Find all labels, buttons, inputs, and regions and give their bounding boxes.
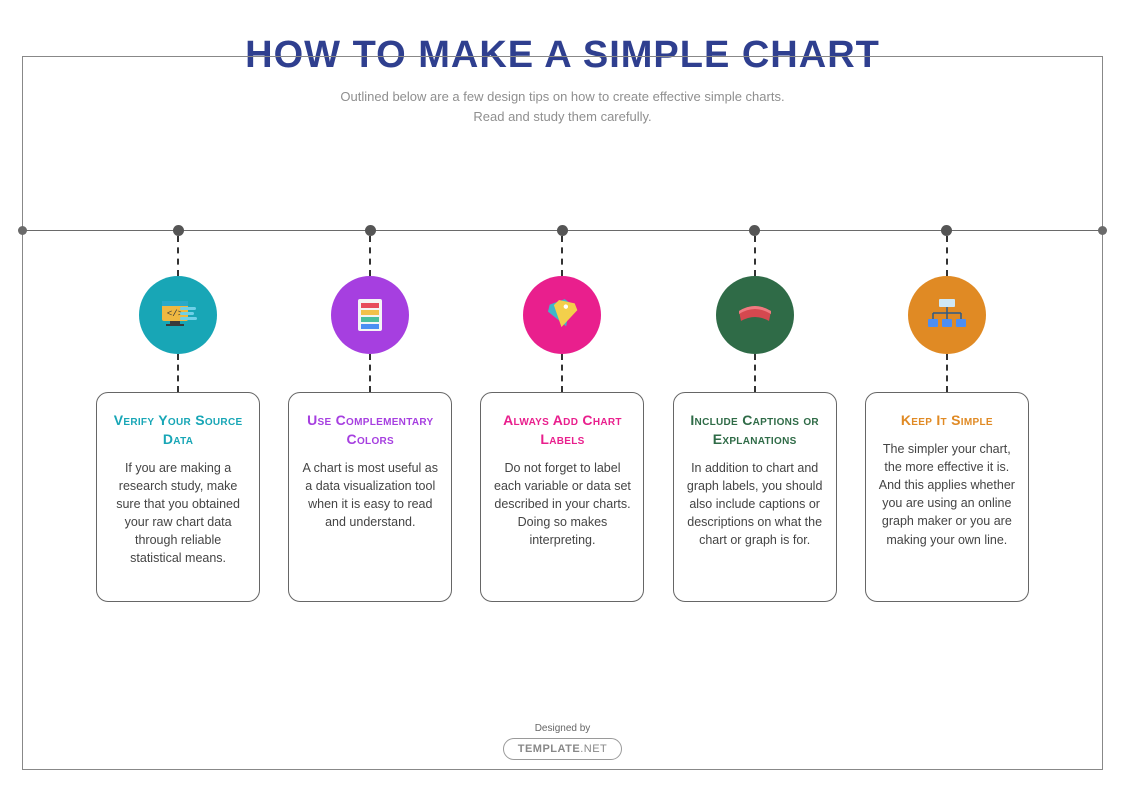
timeline-node-dot: [365, 225, 376, 236]
footer-brand-light: .NET: [580, 743, 607, 755]
timeline-item: Use Complementary Colors A chart is most…: [285, 230, 455, 682]
timeline-node-dot: [557, 225, 568, 236]
connector-dash: [177, 354, 179, 392]
tip-title: Always Add Chart Labels: [493, 411, 631, 449]
tip-card: Keep It Simple The simpler your chart, t…: [865, 392, 1029, 602]
connector-dash: [946, 236, 948, 276]
tip-body: The simpler your chart, the more effecti…: [878, 440, 1016, 549]
timeline-node-dot: [941, 225, 952, 236]
connector-dash: [754, 236, 756, 276]
tip-body: If you are making a research study, make…: [109, 459, 247, 568]
footer: Designed by TEMPLATE.NET: [0, 723, 1125, 760]
timeline-node-dot: [749, 225, 760, 236]
tip-card: Verify Your Source Data If you are makin…: [96, 392, 260, 602]
tip-card: Use Complementary Colors A chart is most…: [288, 392, 452, 602]
tip-body: In addition to chart and graph labels, y…: [686, 459, 824, 550]
price-tags-icon: [523, 276, 601, 354]
connector-dash: [946, 354, 948, 392]
connector-dash: [561, 236, 563, 276]
footer-brand-pill: TEMPLATE.NET: [503, 738, 623, 760]
code-screen-icon: </>: [139, 276, 217, 354]
connector-dash: [561, 354, 563, 392]
connector-dash: [754, 354, 756, 392]
connector-dash: [177, 236, 179, 276]
tip-body: A chart is most useful as a data visuali…: [301, 459, 439, 532]
tip-title: Use Complementary Colors: [301, 411, 439, 449]
tip-title: Keep It Simple: [878, 411, 1016, 430]
timeline-item: Keep It Simple The simpler your chart, t…: [862, 230, 1032, 682]
color-palette-icon: [331, 276, 409, 354]
connector-dash: [369, 236, 371, 276]
timeline-item: </> Verify Your Source Data If you are m…: [93, 230, 263, 682]
tip-body: Do not forget to label each variable or …: [493, 459, 631, 550]
footer-brand-bold: TEMPLATE: [518, 743, 580, 755]
caption-ribbon-icon: [716, 276, 794, 354]
connector-dash: [369, 354, 371, 392]
timeline-item: Include Captions or Explanations In addi…: [670, 230, 840, 682]
org-chart-icon: [908, 276, 986, 354]
timeline-item: Always Add Chart Labels Do not forget to…: [477, 230, 647, 682]
tip-card: Always Add Chart Labels Do not forget to…: [480, 392, 644, 602]
tip-title: Verify Your Source Data: [109, 411, 247, 449]
footer-designed-by: Designed by: [0, 723, 1125, 734]
tip-title: Include Captions or Explanations: [686, 411, 824, 449]
timeline-node-dot: [173, 225, 184, 236]
timeline-columns: </> Verify Your Source Data If you are m…: [22, 230, 1103, 682]
tip-card: Include Captions or Explanations In addi…: [673, 392, 837, 602]
